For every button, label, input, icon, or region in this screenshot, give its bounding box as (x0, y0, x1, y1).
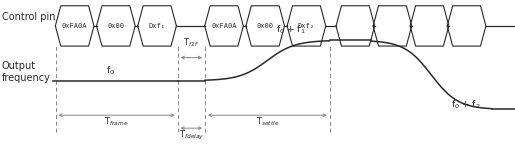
Text: Control pin: Control pin (2, 12, 55, 22)
Text: 0xFA0A: 0xFA0A (211, 23, 237, 29)
Text: 0x00: 0x00 (107, 23, 125, 29)
Text: Dxf₁: Dxf₁ (148, 23, 166, 29)
Text: f$_0$ + f$_1$: f$_0$ + f$_1$ (276, 24, 306, 36)
Text: T$_{frame}$: T$_{frame}$ (105, 116, 129, 128)
Text: f$_0$: f$_0$ (106, 64, 115, 77)
Text: f$_0$ + f$_2$: f$_0$ + f$_2$ (451, 99, 481, 111)
Text: 0xFA0A: 0xFA0A (62, 23, 88, 29)
Text: T$_{f2f}$: T$_{f2f}$ (183, 36, 199, 49)
Text: Dxf₂: Dxf₂ (298, 23, 315, 29)
Text: T$_{fdelay}$: T$_{fdelay}$ (179, 129, 204, 142)
Text: 0x00: 0x00 (256, 23, 274, 29)
Text: Output
frequency: Output frequency (2, 61, 50, 83)
Text: T$_{settle}$: T$_{settle}$ (255, 116, 279, 128)
